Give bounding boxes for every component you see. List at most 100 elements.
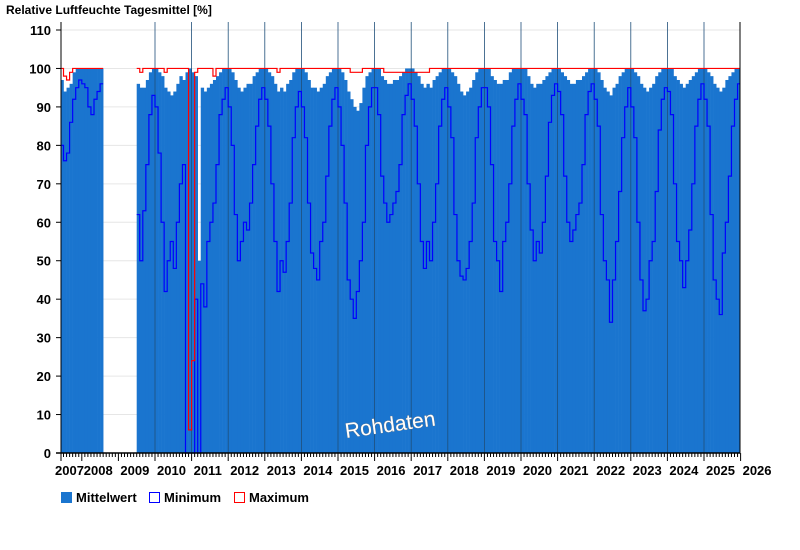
mean-bar: [380, 76, 385, 454]
mean-bar: [429, 87, 433, 453]
mean-bar: [548, 72, 552, 454]
mean-bar: [432, 79, 436, 453]
mean-bar: [399, 76, 403, 454]
y-tick-label: 90: [37, 100, 51, 115]
x-tick-label: 2008: [84, 463, 113, 478]
mean-bar: [414, 72, 418, 454]
mean-bar: [597, 72, 601, 454]
mean-bar: [603, 87, 607, 453]
mean-bar: [630, 68, 635, 454]
mean-bar: [356, 110, 360, 453]
mean-bar: [219, 72, 223, 454]
mean-bar: [664, 68, 668, 454]
min-max-lines: [61, 67, 740, 454]
mean-bar: [694, 72, 699, 454]
mean-bar: [679, 83, 683, 453]
minimum-line: [136, 83, 740, 454]
mean-bar: [319, 87, 324, 453]
mean-bar: [569, 83, 574, 453]
axes: 0 10 20 30 40 50 60 70 80 90 100 110 2007 2008 2009 201…: [29, 22, 772, 478]
mean-bar: [704, 68, 708, 454]
mean-bar: [334, 68, 339, 454]
mean-bar: [176, 83, 180, 453]
mean-bar: [646, 91, 650, 453]
mean-bar: [734, 68, 738, 454]
mean-bar: [737, 68, 741, 454]
mean-bar: [530, 83, 534, 453]
mean-bar: [295, 68, 299, 454]
mean-bar: [280, 87, 284, 453]
mean-bar: [405, 68, 409, 454]
mean-bar: [158, 72, 162, 454]
mean-bar: [194, 76, 198, 454]
mean-bar: [639, 83, 644, 453]
mean-bar: [545, 76, 549, 454]
mean-bar: [243, 87, 247, 453]
x-tick-label: 2016: [377, 463, 406, 478]
mean-bar: [551, 68, 555, 454]
mean-bar: [167, 91, 171, 453]
mean-bar: [170, 95, 174, 453]
mean-bar: [725, 79, 729, 453]
mean-bar: [164, 87, 168, 453]
mean-bar: [481, 68, 485, 454]
mean-bar: [258, 68, 263, 454]
mean-bar: [643, 87, 647, 453]
mean-bar: [325, 76, 330, 454]
mean-bar: [188, 68, 192, 454]
x-tick-label: 2025: [706, 463, 735, 478]
mean-bar: [371, 68, 375, 454]
mean-bar: [670, 68, 674, 454]
y-tick-label: 10: [37, 408, 51, 423]
mean-bar: [277, 91, 281, 453]
mean-bar: [542, 79, 546, 453]
mean-bar: [90, 68, 95, 454]
mean-bar: [289, 79, 293, 453]
mean-bar: [417, 76, 421, 454]
mean-bar: [246, 83, 250, 453]
mean-bar: [338, 68, 342, 454]
y-tick-label: 30: [37, 331, 51, 346]
mean-bar: [182, 79, 186, 453]
mean-bar: [636, 76, 641, 454]
mean-bar: [84, 68, 89, 454]
x-tick-label: 2014: [303, 463, 333, 478]
maximum-line: [136, 67, 740, 431]
minimum-line: [61, 79, 104, 162]
mean-bar: [691, 76, 696, 454]
mean-bar: [627, 68, 632, 454]
x-tick-label: 2021: [560, 463, 589, 478]
mean-bar: [301, 68, 305, 454]
mean-bar: [344, 79, 348, 453]
mean-bar: [594, 68, 598, 454]
mean-bar: [688, 79, 693, 453]
mean-bar: [420, 83, 424, 453]
mean-bar: [700, 68, 705, 454]
mean-bar: [286, 83, 290, 453]
x-tick-label: 2026: [743, 463, 772, 478]
y-tick-label: 60: [37, 215, 51, 230]
legend-swatch-min: [149, 492, 160, 503]
mean-bars: [61, 68, 741, 454]
mean-bar: [389, 83, 394, 453]
mean-bar: [97, 68, 101, 454]
mean-bar: [304, 72, 308, 454]
y-tick-label: 40: [37, 292, 51, 307]
mean-bar: [197, 260, 202, 453]
mean-bar: [142, 87, 147, 453]
x-tick-label: 2018: [450, 463, 479, 478]
x-tick-label: 2009: [120, 463, 149, 478]
mean-bar: [490, 76, 494, 454]
mean-bar: [136, 83, 141, 453]
y-tick-label: 20: [37, 369, 51, 384]
mean-bar: [313, 87, 317, 453]
x-tick-label: 2010: [157, 463, 186, 478]
mean-bar: [713, 83, 717, 453]
mean-bar: [722, 87, 726, 453]
mean-bar: [618, 76, 622, 454]
mean-bar: [588, 68, 592, 454]
mean-bar: [237, 87, 241, 453]
mean-bar: [572, 83, 577, 453]
mean-bar: [173, 91, 177, 453]
mean-bar: [582, 76, 586, 454]
